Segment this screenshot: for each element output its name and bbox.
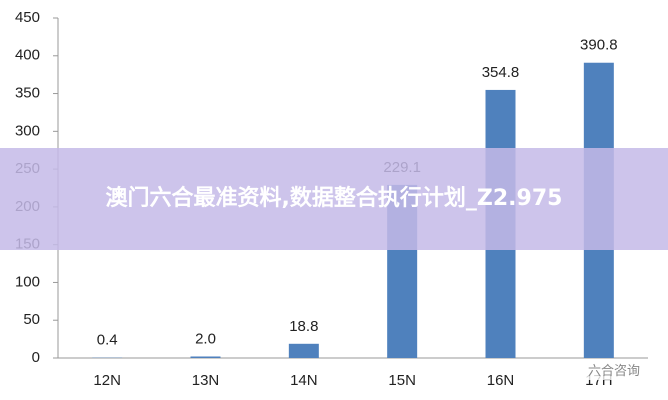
bar: [190, 356, 221, 358]
x-tick-label: 14N: [290, 372, 318, 389]
y-tick-label: 0: [32, 349, 40, 366]
value-label: 354.8: [482, 64, 520, 81]
banner: 澳门六合最准资料,数据整合执行计划_Z2.975: [0, 148, 668, 250]
value-label: 2.0: [195, 330, 216, 347]
x-tick-label: 12N: [93, 372, 121, 389]
value-label: 0.4: [97, 332, 118, 349]
watermark: 六合咨询: [583, 359, 644, 380]
x-tick-label: 13N: [192, 372, 220, 389]
x-tick-label: 15N: [388, 372, 416, 389]
y-tick-label: 400: [15, 47, 40, 64]
banner-text: 澳门六合最准资料,数据整合执行计划_Z2.975: [105, 186, 563, 211]
y-tick-label: 450: [15, 9, 40, 26]
y-tick-label: 300: [15, 122, 40, 139]
y-tick-label: 100: [15, 273, 40, 290]
y-tick-label: 350: [15, 85, 40, 102]
y-tick-label: 50: [23, 311, 40, 328]
x-tick-label: 16N: [487, 372, 515, 389]
value-label: 390.8: [580, 37, 618, 54]
bar: [288, 343, 319, 358]
value-label: 18.8: [289, 318, 318, 335]
